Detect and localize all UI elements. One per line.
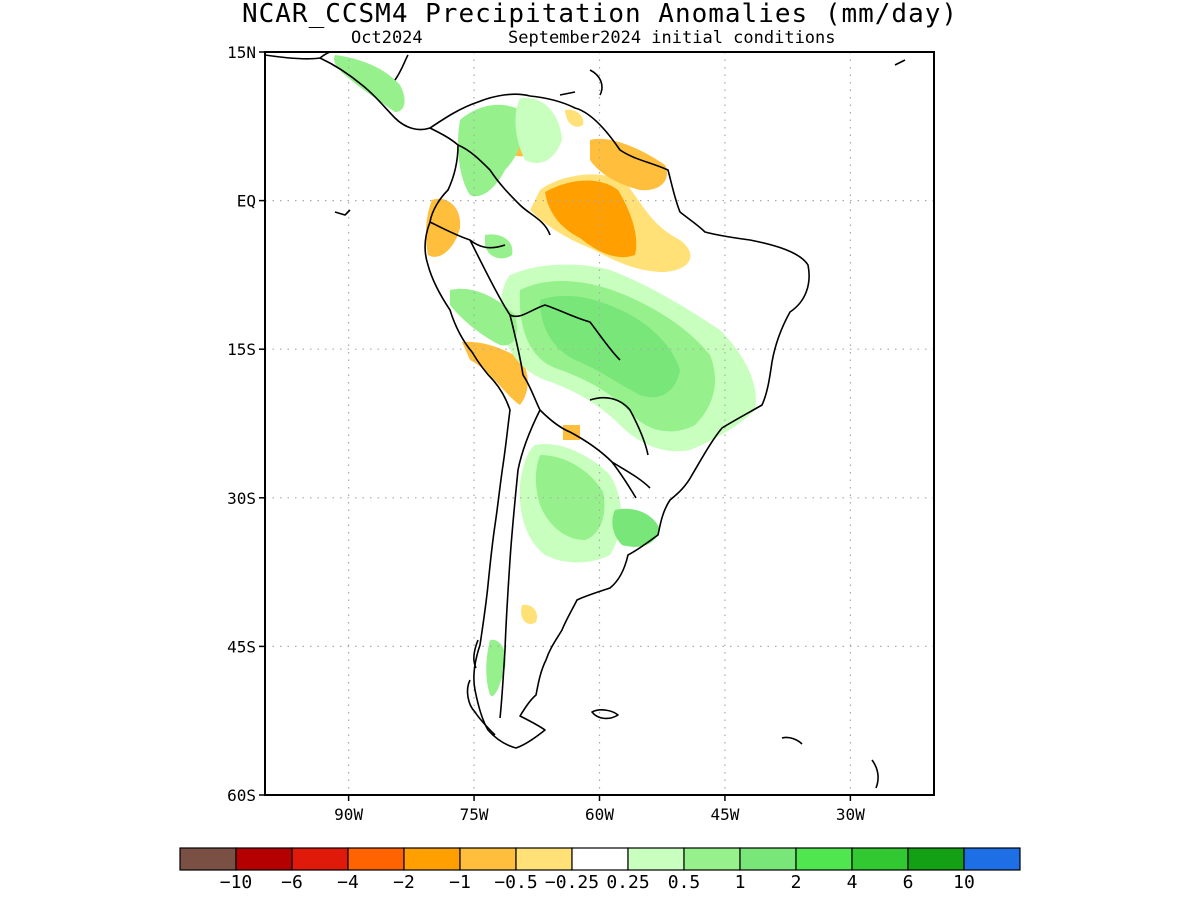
colorbar-swatch bbox=[235, 847, 293, 871]
caribbean-islands bbox=[559, 59, 906, 96]
dry-spot-caribbean bbox=[565, 109, 584, 127]
wet-region-north-brazil bbox=[515, 97, 562, 164]
lat-tick-label: 15N bbox=[227, 43, 256, 62]
colorbar-label: 1 bbox=[735, 872, 746, 893]
colorbar-label: 4 bbox=[847, 872, 858, 893]
colorbar-label: 6 bbox=[903, 872, 914, 893]
lat-tick-label: 45S bbox=[227, 637, 256, 656]
latitude-labels: 15N EQ 15S 30S 45S 60S bbox=[227, 43, 265, 805]
colorbar-swatch bbox=[403, 847, 461, 871]
wet-region-andes bbox=[450, 288, 517, 346]
dry-core-amazon bbox=[545, 180, 637, 258]
colorbar-swatch bbox=[571, 847, 629, 871]
map-title: NCAR_CCSM4 Precipitation Anomalies (mm/d… bbox=[241, 0, 959, 29]
south-america-coast bbox=[424, 93, 810, 749]
colorbar-swatch bbox=[179, 847, 237, 871]
colorbar-swatch bbox=[627, 847, 685, 871]
lon-tick-label: 90W bbox=[334, 805, 363, 824]
wet-region-south-chile bbox=[486, 639, 506, 696]
lon-tick-label: 60W bbox=[585, 805, 614, 824]
wet-core-south bbox=[535, 455, 605, 540]
wet-region-central-america bbox=[334, 55, 405, 112]
dry-region-peru bbox=[462, 341, 528, 405]
lon-tick-label: 75W bbox=[460, 805, 489, 824]
lat-tick-label: 60S bbox=[227, 786, 256, 805]
colorbar-label: −1 bbox=[449, 872, 471, 893]
colorbar-label: −10 bbox=[220, 872, 253, 893]
colorbar-label: −2 bbox=[393, 872, 415, 893]
colorbar-swatch bbox=[907, 847, 965, 871]
galapagos bbox=[334, 209, 351, 216]
forecast-month: Oct2024 bbox=[351, 28, 423, 48]
country-borders bbox=[429, 144, 651, 719]
colorbar-label: 0.25 bbox=[606, 872, 649, 893]
colorbar-swatch bbox=[795, 847, 853, 871]
wet-region-uruguay bbox=[612, 508, 660, 547]
initial-conditions: September2024 initial conditions bbox=[508, 28, 836, 48]
colorbar-label: 2 bbox=[791, 872, 802, 893]
colorbar-swatch bbox=[683, 847, 741, 871]
coastlines bbox=[265, 52, 906, 789]
lat-tick-label: 30S bbox=[227, 489, 256, 508]
colorbar-label: 10 bbox=[953, 872, 975, 893]
lon-tick-label: 30W bbox=[836, 805, 865, 824]
colorbar-label: −6 bbox=[281, 872, 303, 893]
falkland-islands bbox=[591, 709, 619, 720]
colorbar-label: −0.5 bbox=[494, 872, 537, 893]
longitude-labels: 90W 75W 60W 45W 30W bbox=[334, 795, 865, 824]
lat-tick-label: 15S bbox=[227, 340, 256, 359]
colorbar-label: −4 bbox=[337, 872, 359, 893]
colorbar-label: −0.25 bbox=[545, 872, 599, 893]
colorbar-swatch bbox=[739, 847, 797, 871]
anomaly-shading bbox=[334, 55, 756, 696]
south-georgia bbox=[781, 736, 803, 745]
wet-inner-central bbox=[540, 295, 680, 398]
colorbar: −10 −6 −4 −2 −1 −0.5 −0.25 0.25 0.5 1 2 4 6 10 bbox=[179, 847, 1021, 893]
dry-region-guianas bbox=[590, 138, 668, 191]
south-sandwich bbox=[871, 759, 879, 789]
central-america-coast bbox=[265, 52, 431, 131]
lon-tick-label: 45W bbox=[710, 805, 739, 824]
colorbar-swatch bbox=[515, 847, 573, 871]
colorbar-swatch bbox=[347, 847, 405, 871]
colorbar-swatch bbox=[459, 847, 517, 871]
colorbar-swatch bbox=[851, 847, 909, 871]
lat-tick-label: EQ bbox=[237, 192, 256, 211]
chile-archipelago bbox=[466, 639, 496, 736]
colorbar-swatch bbox=[291, 847, 349, 871]
colorbar-label: 0.5 bbox=[668, 872, 701, 893]
colorbar-swatch bbox=[963, 847, 1021, 871]
dry-spot-patagonia bbox=[521, 604, 538, 625]
